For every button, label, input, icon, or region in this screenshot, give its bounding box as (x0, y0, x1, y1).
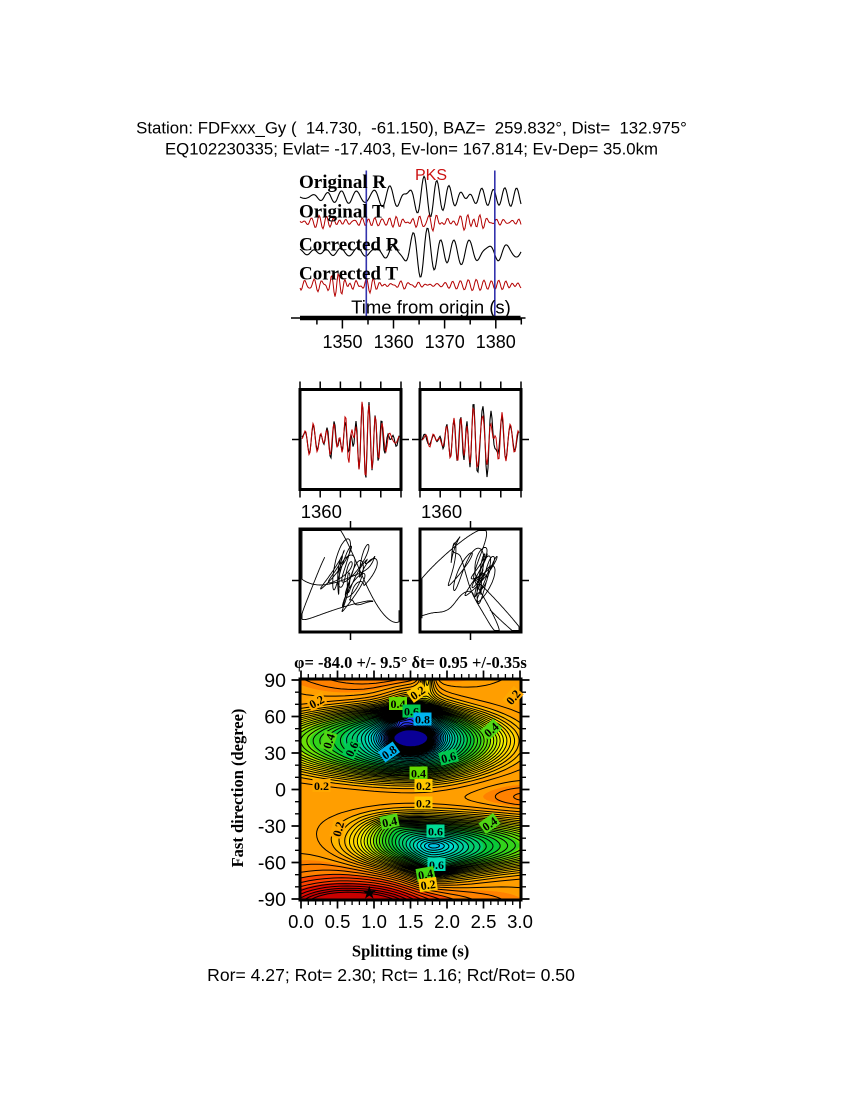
svg-text:0.5: 0.5 (325, 911, 351, 932)
svg-text:Time from origin (s): Time from origin (s) (351, 297, 511, 318)
svg-text:1380: 1380 (476, 332, 516, 352)
svg-text:Corrected T: Corrected T (299, 264, 398, 285)
svg-text:0.4: 0.4 (411, 767, 426, 781)
svg-text:0.2: 0.2 (314, 779, 329, 793)
svg-text:0.2: 0.2 (416, 797, 431, 811)
svg-text:1360: 1360 (301, 501, 342, 522)
svg-text:0.2: 0.2 (307, 692, 327, 711)
svg-text:60: 60 (264, 706, 286, 728)
svg-text:2.5: 2.5 (471, 911, 497, 932)
svg-text:3.0: 3.0 (507, 911, 533, 932)
svg-text:-30: -30 (258, 816, 286, 838)
svg-text:0.4: 0.4 (391, 697, 406, 711)
svg-text:0.8: 0.8 (415, 713, 430, 727)
svg-text:2.0: 2.0 (434, 911, 460, 932)
svg-text:1.5: 1.5 (398, 911, 424, 932)
svg-text:PKS: PKS (415, 167, 447, 184)
svg-text:Original T: Original T (299, 202, 385, 223)
svg-text:0: 0 (275, 779, 286, 801)
svg-text:90: 90 (264, 670, 286, 692)
svg-text:Corrected R: Corrected R (299, 235, 400, 256)
svg-text:0.2: 0.2 (330, 820, 347, 838)
svg-text:1350: 1350 (322, 332, 362, 352)
svg-text:0.2: 0.2 (420, 877, 437, 893)
svg-text:Fast direction (degree): Fast direction (degree) (228, 709, 247, 868)
svg-text:EQ102230335; Evlat= -17.403, E: EQ102230335; Evlat= -17.403, Ev-lon= 167… (165, 140, 658, 159)
svg-text:0.6: 0.6 (428, 825, 443, 839)
svg-text:-90: -90 (258, 889, 286, 911)
svg-text:1.0: 1.0 (361, 911, 387, 932)
svg-text:0.6: 0.6 (440, 749, 458, 766)
svg-text:0.0: 0.0 (288, 911, 314, 932)
svg-text:1360: 1360 (421, 501, 462, 522)
svg-text:0.6: 0.6 (342, 739, 361, 759)
svg-text:Splitting time (s): Splitting time (s) (352, 942, 469, 961)
svg-text:1370: 1370 (425, 332, 465, 352)
svg-text:0.4: 0.4 (320, 732, 338, 751)
svg-text:0.4: 0.4 (381, 814, 399, 831)
svg-text:Original R: Original R (299, 172, 386, 193)
svg-text:Station: FDFxxx_Gy ( 14.730,: Station: FDFxxx_Gy ( 14.730, -61.150), B… (136, 119, 687, 138)
svg-text:30: 30 (264, 743, 286, 765)
svg-text:Ror= 4.27; Rot= 2.30; Rct= 1.1: Ror= 4.27; Rot= 2.30; Rct= 1.16; Rct/Rot… (207, 965, 575, 985)
svg-text:1360: 1360 (374, 332, 414, 352)
svg-text:φ= -84.0 +/- 9.5° δt= 0.95 +/-: φ= -84.0 +/- 9.5° δt= 0.95 +/-0.35s (294, 653, 527, 672)
svg-text:0.2: 0.2 (416, 779, 431, 793)
svg-text:-60: -60 (258, 852, 286, 874)
